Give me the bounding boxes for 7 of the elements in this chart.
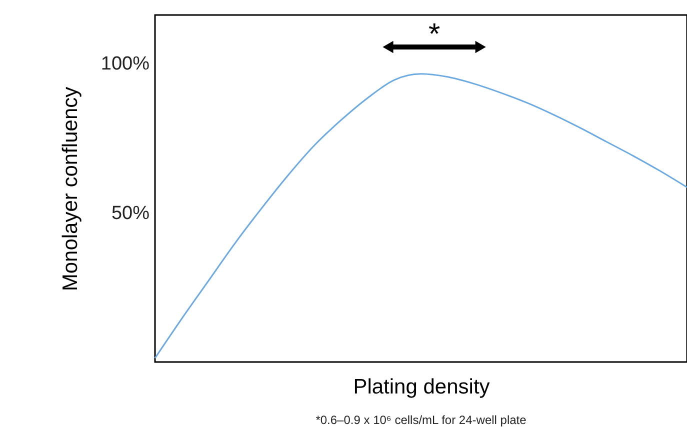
x-axis-title: Plating density <box>353 376 490 398</box>
y-tick-label: 50% <box>111 202 150 224</box>
y-axis-title: Monolayer confluency <box>58 86 82 292</box>
text: *0.6–0.9 x 10⁶ cells/mL for 24-well plate <box>316 413 527 427</box>
line-series <box>154 73 687 359</box>
y-tick-label: 100% <box>100 53 150 74</box>
annotation: * <box>428 18 440 51</box>
